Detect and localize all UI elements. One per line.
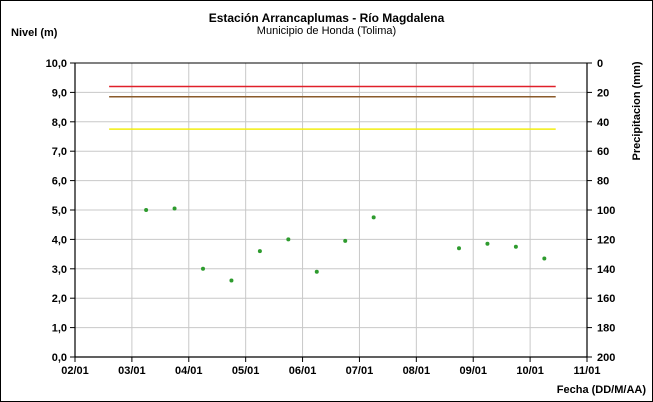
chart-subtitle: Municipio de Honda (Tolima) [256, 25, 397, 37]
data-point [257, 249, 262, 254]
y2-tick-label: 20 [597, 87, 609, 99]
y-tick-label: 8,0 [52, 117, 67, 129]
data-point [457, 246, 461, 251]
y-tick-label: 7,0 [52, 146, 67, 158]
y2-tick-label: 60 [597, 146, 609, 158]
data-point [371, 215, 376, 220]
y-tick-label: 9,0 [52, 87, 67, 99]
x-tick-label: 04/01 [175, 365, 203, 377]
y2-tick-label: 180 [597, 323, 615, 335]
y-tick-label: 2,0 [52, 293, 67, 305]
data-point [201, 266, 205, 271]
x-tick-label: 09/01 [459, 365, 487, 377]
x-tick-label: 08/01 [403, 365, 431, 377]
y-tick-label: 10,0 [46, 58, 67, 70]
x-tick-label: 05/01 [232, 365, 260, 377]
y2-tick-label: 40 [597, 117, 609, 129]
y2-tick-label: 0 [597, 58, 603, 70]
chart-title: Estación Arrancaplumas - Río Magdalena [208, 11, 445, 25]
x-tick-label: 10/01 [516, 365, 544, 377]
y-axis-label: Nivel (m) [11, 27, 58, 39]
y2-tick-label: 80 [597, 176, 609, 188]
x-tick-label: 11/01 [574, 365, 601, 377]
y-tick-label: 3,0 [52, 264, 67, 276]
data-point [172, 206, 177, 211]
data-point [343, 238, 348, 243]
data-point [485, 241, 490, 246]
x-tick-label: 03/01 [118, 365, 146, 377]
x-tick-label: 06/01 [289, 365, 317, 377]
data-point [229, 278, 234, 283]
y-tick-label: 5,0 [52, 205, 67, 217]
data-point [542, 256, 547, 261]
data-point [286, 237, 291, 242]
x-axis-label: Fecha (DD/M/AA) [556, 384, 646, 396]
y-tick-label: 0,0 [52, 352, 67, 364]
y2-tick-label: 140 [597, 264, 615, 276]
y2-tick-label: 100 [597, 205, 615, 217]
y-tick-label: 4,0 [52, 234, 67, 246]
x-tick-label: 07/01 [346, 365, 374, 377]
y2-tick-label: 160 [597, 293, 615, 305]
x-tick-label: 02/01 [61, 365, 89, 377]
y2-tick-label: 200 [597, 352, 615, 364]
y-tick-label: 1,0 [52, 323, 67, 335]
data-point [513, 244, 518, 249]
y2-tick-label: 120 [597, 234, 615, 246]
y-tick-label: 6,0 [52, 176, 67, 188]
data-point [144, 208, 149, 212]
data-point [314, 269, 319, 274]
